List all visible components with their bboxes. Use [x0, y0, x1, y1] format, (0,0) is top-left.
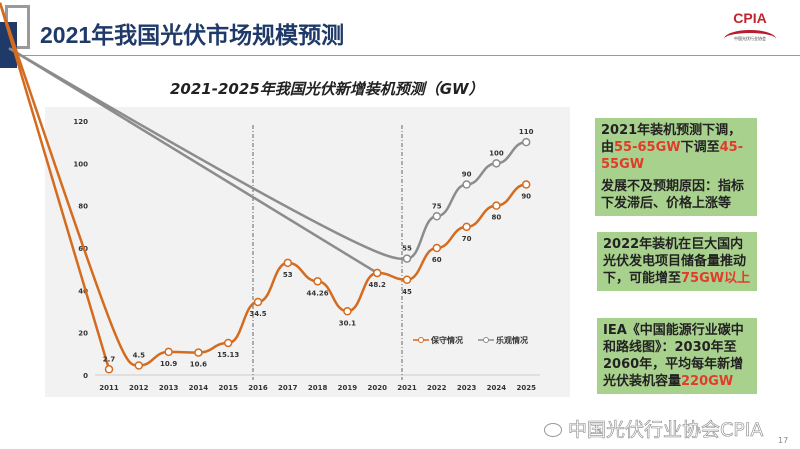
note-segment: 2021年装机预测下调，由 [601, 123, 742, 155]
highlight-text: 45-55GW [601, 140, 744, 172]
logo-arc [724, 30, 776, 48]
chart-area [45, 107, 570, 397]
y-tick-label: 120 [73, 118, 88, 126]
page-title: 2021年我国光伏市场规模预测 [40, 22, 345, 48]
data-point [432, 212, 442, 221]
y-tick-label: 80 [78, 203, 88, 211]
data-label: 10.9 [160, 360, 177, 368]
y-tick-label: 0 [83, 372, 88, 380]
title-divider [15, 55, 800, 56]
decoration-bar [0, 22, 17, 68]
x-tick-label: 2021 [397, 384, 417, 392]
x-tick-label: 2017 [278, 384, 298, 392]
x-tick-label: 2013 [159, 384, 179, 392]
note-box-1: 2021年装机预测下调，由55-65GW下调至45-55GW 发展不及预期原因：指… [595, 118, 757, 216]
legend-marker [418, 337, 424, 343]
wechat-icon [544, 423, 562, 437]
data-label: 90 [521, 193, 531, 201]
note-segment: 下调至 [680, 140, 720, 155]
note-text: 2022年装机在巨大国内光伏发电项目储备量推动下，可能增至75GW以上 [603, 236, 751, 287]
legend-marker [483, 337, 489, 343]
note-segment: IEA《中国能源行业碳中和路线图》：2030年至2060年，平均每年新增光伏装机… [603, 323, 744, 389]
data-label: 4.5 [133, 351, 146, 359]
data-point [521, 137, 531, 147]
data-point [462, 222, 471, 232]
highlight-text: 220GW [681, 374, 734, 389]
data-label: 70 [462, 235, 472, 243]
data-point [104, 365, 114, 374]
data-point [402, 275, 412, 284]
series-line-conservative [0, 2, 527, 370]
chart-title: 2021-2025年我国光伏新增装机预测（GW） [170, 80, 484, 98]
data-label: 34.5 [249, 310, 266, 318]
data-label: 100 [489, 149, 504, 157]
data-label: 10.6 [190, 361, 207, 369]
data-point [134, 361, 144, 370]
data-point [164, 347, 173, 357]
data-label: 55 [402, 245, 412, 253]
data-point [253, 297, 263, 307]
x-tick-label: 2020 [367, 384, 387, 392]
data-point [223, 338, 233, 348]
cpia-logo: CPIA 中国光伏行业协会 [720, 10, 780, 45]
logo-subtext: 中国光伏行业协会 [734, 36, 766, 41]
x-tick-label: 2012 [129, 384, 149, 392]
data-point [492, 201, 501, 210]
legend-label: 保守情况 [430, 335, 463, 345]
data-point [492, 159, 501, 168]
data-point [521, 180, 531, 189]
data-point [283, 258, 293, 268]
y-tick-label: 40 [78, 287, 88, 295]
data-point [432, 243, 442, 253]
x-tick-label: 2025 [516, 384, 536, 392]
data-label: 48.2 [369, 281, 386, 289]
data-label: 44.26 [307, 289, 329, 297]
highlight-text: 75GW以上 [681, 271, 751, 286]
data-point [343, 307, 352, 316]
x-tick-label: 2015 [218, 384, 238, 392]
note-text: 2021年装机预测下调，由55-65GW下调至45-55GW [601, 122, 751, 173]
x-tick-label: 2019 [338, 384, 358, 392]
data-label: 60 [432, 256, 442, 264]
watermark: 中国光伏行业协会CPIA [568, 419, 764, 442]
note-box-3: IEA《中国能源行业碳中和路线图》：2030年至2060年，平均每年新增光伏装机… [597, 318, 757, 394]
x-tick-label: 2023 [457, 384, 477, 392]
data-label: 90 [462, 171, 472, 179]
x-tick-label: 2016 [248, 384, 268, 392]
data-label: 53 [283, 271, 293, 279]
x-tick-label: 2011 [99, 384, 119, 392]
data-point [313, 277, 322, 286]
x-tick-label: 2018 [308, 384, 328, 392]
note-segment: 2022年装机在巨大国内光伏发电项目储备量推动下，可能增至 [603, 237, 747, 286]
highlight-text: 55-65GW [614, 140, 681, 155]
data-label: 80 [492, 214, 502, 222]
data-point [194, 348, 203, 357]
data-label: 30.1 [339, 319, 356, 327]
logo-text: CPIA [733, 10, 767, 26]
page-number: 17 [778, 436, 789, 445]
data-label: 75 [432, 202, 442, 210]
data-point [402, 254, 412, 263]
y-tick-label: 100 [73, 160, 88, 168]
note-text: IEA《中国能源行业碳中和路线图》：2030年至2060年，平均每年新增光伏装机… [603, 322, 751, 390]
data-point [462, 180, 471, 189]
x-tick-label: 2022 [427, 384, 447, 392]
legend-label: 乐观情况 [496, 335, 528, 345]
data-label: 15.13 [217, 351, 239, 359]
data-point [372, 268, 382, 278]
y-tick-label: 20 [78, 330, 88, 338]
note-extra: 发展不及预期原因：指标下发滞后、价格上涨等 [601, 179, 745, 211]
data-label: 45 [402, 288, 412, 296]
data-label: 2.7 [103, 355, 116, 363]
x-tick-label: 2024 [487, 384, 507, 392]
x-tick-label: 2014 [189, 384, 209, 392]
data-label: 110 [519, 128, 534, 136]
note-box-2: 2022年装机在巨大国内光伏发电项目储备量推动下，可能增至75GW以上 [597, 232, 757, 291]
